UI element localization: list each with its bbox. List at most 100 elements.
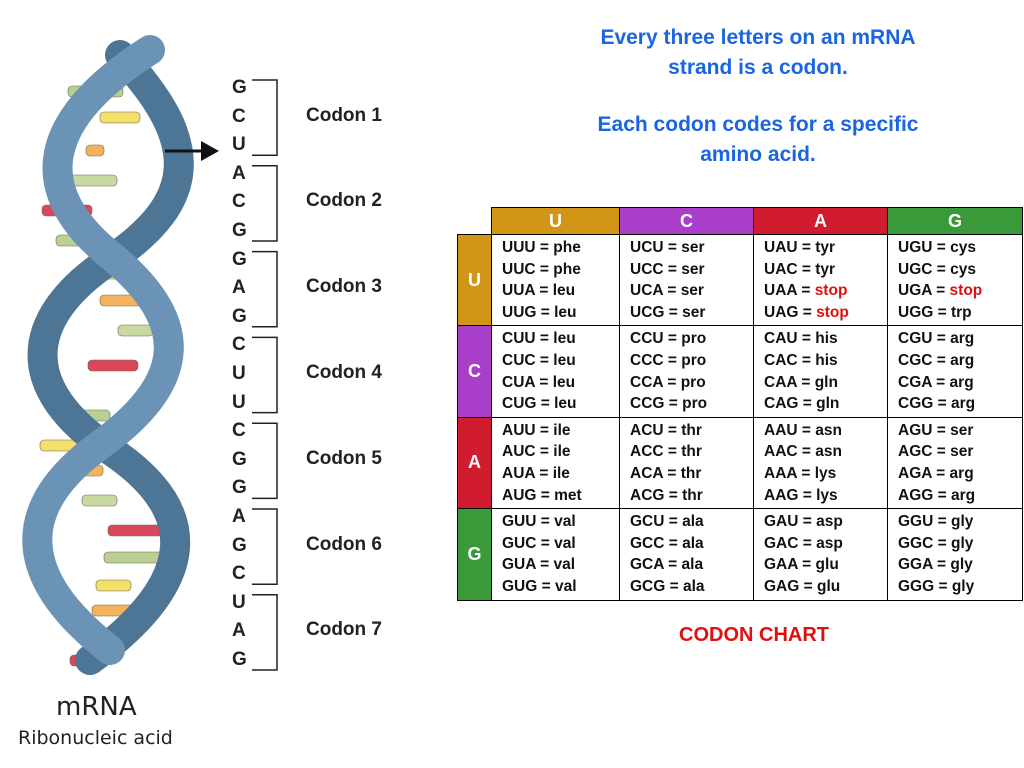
codon-label: Codon 5 [306, 447, 382, 469]
amino-acid: arg [950, 330, 975, 348]
amino-acid: ile [552, 464, 570, 482]
amino-acid: leu [552, 282, 576, 300]
equals-sign: = [535, 556, 554, 574]
base-letter: C [232, 420, 246, 442]
codon-entry: UUU = phe [502, 237, 619, 259]
codon-entry: UAA = stop [764, 280, 887, 302]
codon-triplet: CUG [502, 395, 537, 413]
codon-entry: CGA = arg [898, 372, 1022, 394]
codon-entry: CCC = pro [630, 350, 753, 372]
base-letter: G [232, 305, 247, 327]
amino-acid: pro [681, 351, 707, 369]
equals-sign: = [664, 486, 683, 504]
codon-entry: UGA = stop [898, 280, 1022, 302]
equals-sign: = [933, 395, 951, 413]
equals-sign: = [663, 260, 682, 278]
row-header: G [457, 508, 492, 601]
base-letter: G [232, 248, 247, 270]
codon-entry: UGU = cys [898, 237, 1022, 259]
base-letter: G [232, 649, 247, 670]
base-letter: G [232, 220, 247, 241]
codon-entry: UGG = trp [898, 302, 1022, 324]
table-row: U UUU = phe UUC = phe UUA = leu UUG = leu UCU… [457, 233, 1023, 327]
codon-triplet: CUC [502, 351, 536, 369]
codon-cell: UAU = tyr UAC = tyr UAA = stop UAG = stop [753, 233, 888, 327]
amino-acid: tyr [815, 239, 836, 256]
equals-sign: = [932, 443, 951, 461]
codon-triplet: CCU [630, 330, 664, 348]
codon-triplet: CCC [630, 351, 664, 369]
amino-acid: cys [950, 239, 976, 256]
codon-label: Codon 2 [306, 190, 382, 212]
codon-entry: AGU = ser [898, 420, 1022, 442]
row-header: A [457, 416, 492, 510]
equals-sign: = [663, 556, 682, 574]
codon-cell: GGU = gly GGC = gly GGA = gly GGG = gly [887, 508, 1023, 601]
codon-label: Codon 7 [306, 619, 382, 641]
codon-entry: GUG = val [502, 576, 619, 598]
amino-acid: leu [553, 351, 576, 369]
codon-entry: CAG = gln [764, 393, 887, 415]
codon-triplet: CAG [764, 395, 799, 413]
base-letter: A [232, 506, 246, 527]
amino-acid: thr [681, 421, 702, 439]
codon-triplet: AGC [898, 443, 933, 461]
base-rung [85, 144, 105, 157]
equals-sign: = [931, 282, 950, 300]
equals-sign: = [663, 373, 681, 391]
equals-sign: = [797, 373, 815, 391]
equals-sign: = [799, 577, 817, 595]
equals-sign: = [663, 421, 682, 439]
codon-entry: ACC = thr [630, 441, 753, 463]
codon-triplet: CAC [764, 351, 798, 369]
codon-entry: GUU = val [502, 511, 619, 533]
amino-acid: ser [681, 260, 705, 278]
amino-acid: thr [682, 486, 703, 504]
codon-cell: GUU = val GUC = val GUA = val GUG = val [491, 508, 620, 601]
codon-entry: GCG = ala [630, 576, 753, 598]
base-letter: G [232, 448, 247, 470]
codon-entry: CUC = leu [502, 350, 619, 372]
codon-triplet: CAU [764, 330, 798, 348]
amino-acid: ala [681, 556, 704, 574]
codon-cell: CUU = leu CUC = leu CUA = leu CUG = leu [491, 325, 620, 418]
equals-sign: = [932, 330, 951, 348]
codon-bracket [252, 79, 278, 156]
codon-entry: AAA = lys [764, 463, 887, 485]
base-rung [107, 524, 164, 537]
equals-sign: = [535, 260, 554, 278]
amino-acid: glu [815, 556, 839, 574]
amino-acid: gly [950, 513, 974, 531]
equals-sign: = [535, 421, 554, 439]
codon-entry: UAU = tyr [764, 237, 887, 259]
codon-triplet: UGA [898, 282, 932, 300]
headline-line: amino acid. [700, 143, 816, 166]
codon-triplet: GUC [502, 534, 537, 552]
codon-entry: GUA = val [502, 554, 619, 576]
codon-triplet: UCA [630, 282, 664, 300]
codon-triplet: AGG [898, 486, 934, 504]
codon-entry: GGA = gly [898, 554, 1022, 576]
equals-sign: = [798, 303, 817, 321]
codon-cell: GCU = ala GCC = ala GCA = ala GCG = ala [619, 508, 754, 601]
codon-triplet: UUC [502, 260, 536, 278]
base-letter: U [232, 591, 246, 613]
amino-acid: gln [816, 395, 840, 413]
equals-sign: = [664, 534, 683, 552]
equals-sign: = [797, 421, 816, 439]
codon-entry: CAC = his [764, 350, 887, 372]
codon-entry: ACG = thr [630, 485, 753, 507]
codon-triplet: CCA [630, 373, 664, 391]
equals-sign: = [932, 260, 951, 278]
amino-acid: val [554, 513, 576, 531]
codon-triplet: GAG [764, 577, 800, 595]
codon-cell: CAU = his CAC = his CAA = gln CAG = gln [753, 325, 888, 418]
equals-sign: = [665, 577, 683, 595]
base-letter: G [232, 534, 247, 556]
equals-sign: = [663, 443, 682, 461]
amino-acid: arg [949, 464, 974, 482]
codon-chart-title: CODON CHART [679, 624, 829, 646]
equals-sign: = [797, 282, 815, 300]
